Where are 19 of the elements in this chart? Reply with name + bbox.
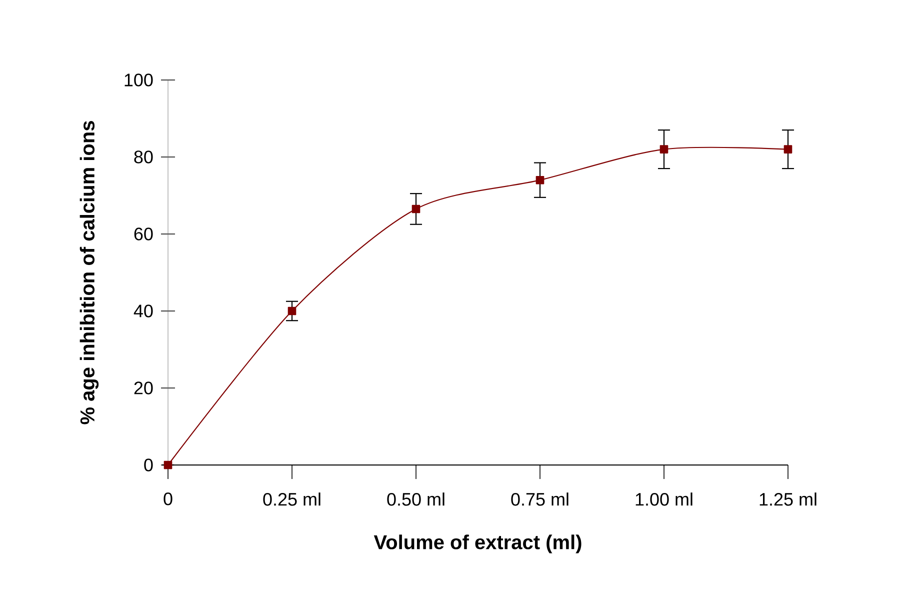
x-tick-label: 1.25 ml bbox=[760, 492, 816, 506]
x-axis-title: Volume of extract (ml) bbox=[374, 534, 582, 554]
y-tick-label: 80 bbox=[134, 150, 153, 164]
point bbox=[660, 145, 668, 154]
point bbox=[536, 176, 544, 184]
x-tick-label: 0.75 ml bbox=[511, 492, 568, 506]
y-tick-label: 0 bbox=[144, 458, 153, 472]
y-tick-label: 100 bbox=[124, 74, 153, 86]
x-tick-label: 0.25 ml bbox=[263, 492, 320, 506]
point bbox=[288, 306, 296, 316]
y-axis-title: % age inhibition of calcium ions bbox=[80, 121, 99, 424]
x-tick-label: 1.00 ml bbox=[636, 492, 692, 506]
point bbox=[784, 145, 792, 154]
y-tick-label: 20 bbox=[134, 382, 153, 394]
point bbox=[412, 204, 420, 214]
y-tick-label: 60 bbox=[134, 228, 153, 240]
y-tick-label: 40 bbox=[134, 304, 153, 318]
x-tick-label: 0 bbox=[164, 492, 172, 506]
x-tick-label: 0.50 ml bbox=[387, 492, 444, 506]
